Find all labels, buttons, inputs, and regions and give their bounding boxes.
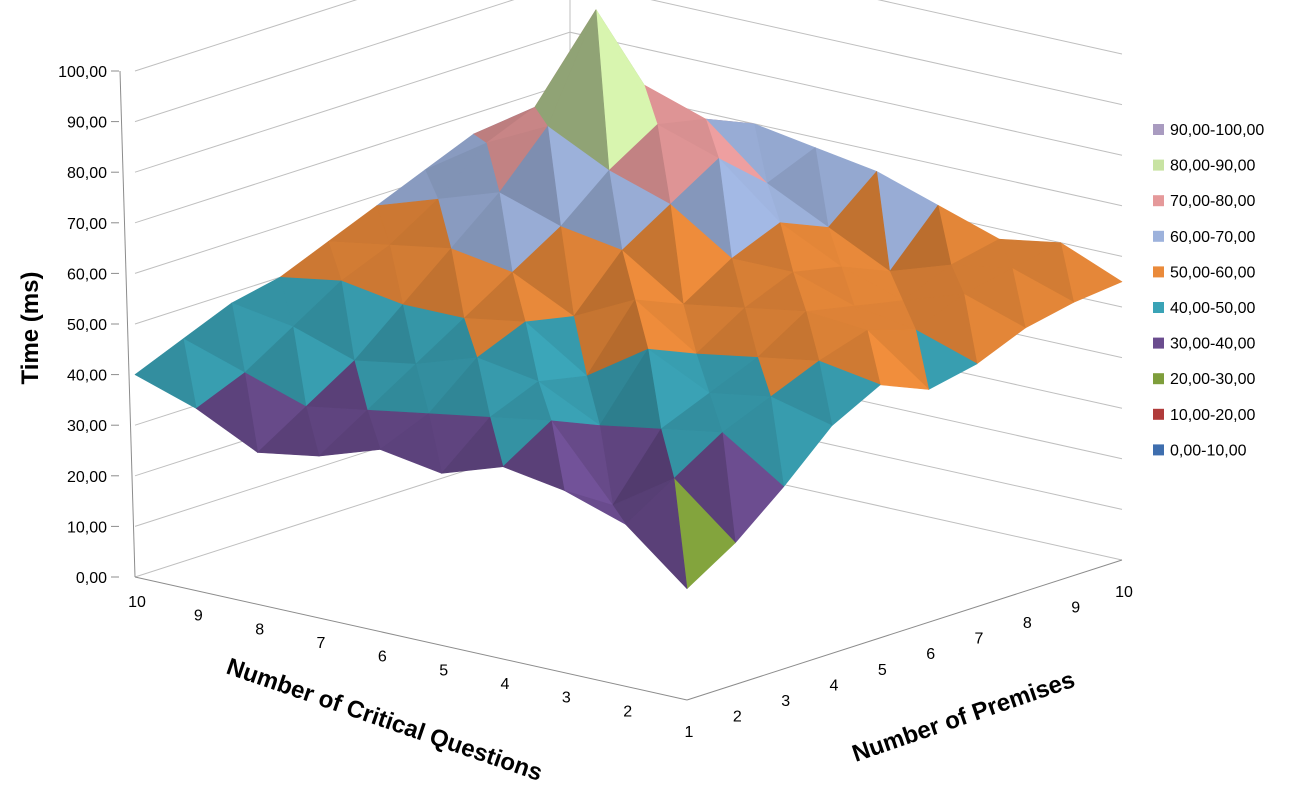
y-tick-label: 10: [1115, 584, 1133, 601]
y-axis-line: [686, 559, 1123, 701]
z-tick-label: 0,00: [76, 570, 107, 587]
x-tick-label: 3: [562, 690, 571, 707]
legend-swatch: [1153, 124, 1164, 135]
surface-triangle: [379, 413, 443, 474]
legend-label: 0,00-10,00: [1170, 442, 1247, 459]
x-tick-label: 10: [128, 594, 146, 611]
x-tick-label: 8: [255, 621, 264, 638]
z-tick-label: 50,00: [67, 317, 107, 334]
z-tick-label: 100,00: [58, 64, 107, 81]
axes: [119, 70, 1123, 701]
surface-triangle: [196, 372, 259, 453]
surface-triangle: [318, 409, 381, 457]
legend-label: 20,00-30,00: [1170, 371, 1256, 388]
z-tick-label: 80,00: [67, 165, 107, 182]
legend-swatch: [1153, 444, 1164, 456]
legend-swatch: [1153, 195, 1164, 207]
y-tick-label: 5: [878, 662, 887, 679]
z-tick-label: 60,00: [67, 266, 107, 283]
legend: 90,00-100,00 80,00-90,00 70,00-80,00 60,00-…: [1153, 122, 1264, 459]
x-tick-label: 6: [378, 649, 387, 666]
z-tick-label: 90,00: [67, 115, 107, 132]
tick-labels: 0,00 10,00 20,00 30,00 40,00 50,00 60,00 70,00 8…: [58, 64, 1133, 741]
legend-label: 90,00-100,00: [1170, 122, 1264, 139]
surface-triangle: [502, 420, 565, 491]
legend-swatch: [1153, 266, 1164, 278]
z-tick-label: 30,00: [67, 418, 107, 435]
surface-triangle: [563, 490, 627, 525]
y-tick-label: 9: [1071, 600, 1080, 617]
surface-triangle: [134, 338, 197, 409]
legend-swatch: [1153, 408, 1164, 420]
legend-swatch: [1153, 230, 1164, 242]
legend-label: 30,00-40,00: [1170, 336, 1256, 353]
y-axis-title: Number of Premises: [849, 666, 1078, 768]
surface-mesh: [134, 9, 1123, 590]
surface-triangle: [257, 406, 320, 457]
z-tick-label: 10,00: [67, 519, 107, 536]
legend-swatch: [1153, 159, 1164, 171]
x-tick-label: 7: [317, 635, 326, 652]
y-tick-label: 6: [926, 646, 935, 663]
x-axis-title: Number of Critical Questions: [223, 653, 546, 787]
x-tick-label: 9: [194, 608, 203, 625]
z-tick-label: 20,00: [67, 469, 107, 486]
z-gridline: [134, 0, 1123, 123]
z-tick-label: 40,00: [67, 368, 107, 385]
legend-label: 80,00-90,00: [1170, 158, 1256, 175]
x-tick-label: 5: [439, 662, 448, 679]
legend-label: 60,00-70,00: [1170, 229, 1256, 246]
x-tick-label: 2: [623, 703, 632, 720]
legend-swatch: [1153, 373, 1164, 385]
x-tick-label: 4: [501, 676, 510, 693]
y-tick-label: 4: [830, 677, 839, 694]
legend-swatch: [1153, 337, 1164, 349]
y-tick-label: 2: [733, 708, 742, 725]
z-tick-label: 70,00: [67, 216, 107, 233]
legend-label: 70,00-80,00: [1170, 193, 1256, 210]
z-gridline: [134, 0, 1123, 72]
x-axis-line: [134, 576, 688, 701]
z-axis-line: [119, 70, 136, 578]
y-tick-label: 7: [975, 631, 984, 648]
legend-label: 10,00-20,00: [1170, 407, 1256, 424]
surface-triangle: [625, 478, 688, 590]
legend-label: 50,00-60,00: [1170, 264, 1256, 281]
legend-swatch: [1153, 302, 1164, 313]
legend-label: 40,00-50,00: [1170, 300, 1256, 317]
surface-triangle: [441, 416, 504, 474]
z-axis-title: Time (ms): [17, 272, 44, 385]
y-tick-label: 8: [1023, 615, 1032, 632]
y-tick-label: 3: [781, 693, 790, 710]
y-tick-label: 1: [685, 724, 694, 741]
